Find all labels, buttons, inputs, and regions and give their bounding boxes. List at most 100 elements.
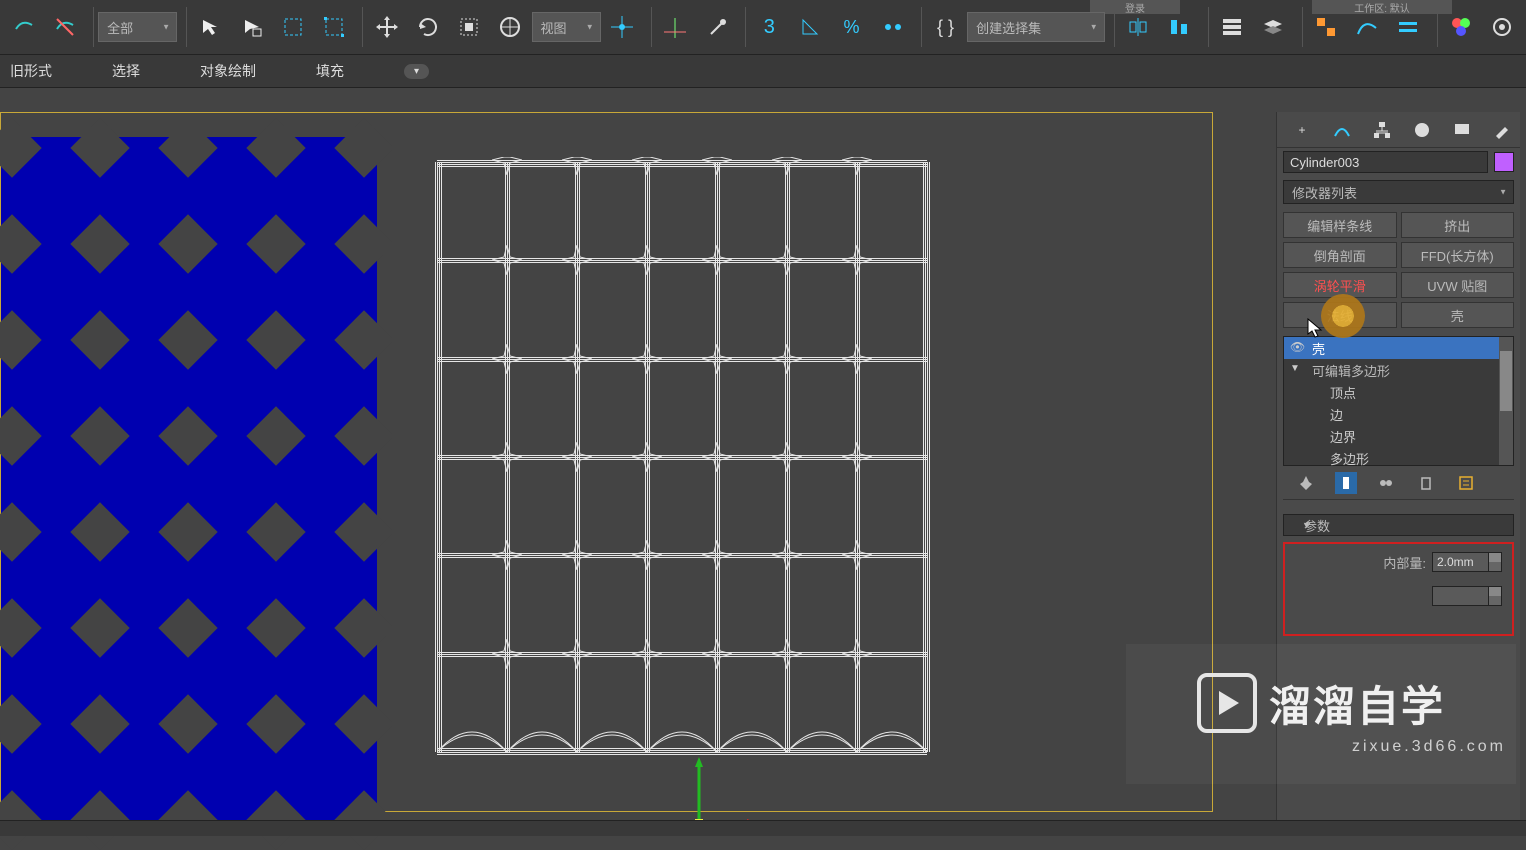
mod-btn-extrude[interactable]: 挤出	[1401, 212, 1515, 238]
ribbon-expand-icon[interactable]: ▾	[404, 64, 429, 79]
stack-sub-edge[interactable]: 边	[1284, 403, 1513, 425]
select-cursor-icon[interactable]	[191, 7, 230, 47]
motion-tab-icon[interactable]	[1411, 119, 1433, 141]
manipulate-icon[interactable]	[697, 7, 736, 47]
create-tab-icon[interactable]: +	[1291, 119, 1313, 141]
diamond-shape	[246, 502, 305, 561]
left-pattern	[1, 137, 377, 821]
placement-icon[interactable]	[490, 7, 529, 47]
param-spinner-2[interactable]	[1432, 586, 1502, 606]
stack-sub-vertex[interactable]: 顶点	[1284, 381, 1513, 403]
angle-snap-icon[interactable]	[791, 7, 830, 47]
mod-btn-bevel-profile[interactable]: 倒角剖面	[1283, 242, 1397, 268]
percent-snap-icon[interactable]: %	[832, 7, 871, 47]
param-inner-amount-value: 2.0mm	[1437, 555, 1474, 569]
configure-sets-icon[interactable]	[1455, 472, 1477, 494]
object-name-input[interactable]	[1283, 151, 1488, 173]
mod-btn-label: 倒角剖面	[1314, 246, 1366, 265]
modifier-stack[interactable]: 👁 壳 ▼ 可编辑多边形 顶点 边 边界 多边形	[1283, 336, 1514, 466]
scrollbar-thumb[interactable]	[1500, 351, 1512, 411]
diamond-shape	[158, 694, 217, 753]
mod-btn-uvwmap[interactable]: UVW 贴图	[1401, 272, 1515, 298]
wf-star-top	[842, 151, 872, 181]
unlink-icon[interactable]	[45, 7, 84, 47]
mod-btn-label: 涡轮平滑	[1314, 276, 1366, 295]
wf-arch	[647, 712, 717, 752]
render-setup-icon[interactable]	[1483, 7, 1522, 47]
ribbon-tab-1[interactable]: 旧形式	[10, 61, 52, 81]
hierarchy-tab-icon[interactable]	[1371, 119, 1393, 141]
wf-star	[492, 540, 522, 570]
separator	[357, 7, 363, 47]
layers2-icon[interactable]	[1254, 7, 1293, 47]
diamond-shape	[158, 214, 217, 273]
stack-item-edit-poly[interactable]: ▼ 可编辑多边形	[1284, 359, 1513, 381]
wf-arch	[507, 712, 577, 752]
filter-dropdown[interactable]: 全部	[98, 12, 177, 42]
diamond-shape	[158, 118, 217, 177]
wf-star	[702, 245, 732, 275]
mod-btn-shell[interactable]: 壳	[1401, 302, 1515, 328]
stack-sub-border[interactable]: 边界	[1284, 425, 1513, 447]
window-cross-icon[interactable]	[314, 7, 353, 47]
scale-icon[interactable]	[449, 7, 488, 47]
move-icon[interactable]	[367, 7, 406, 47]
make-unique-icon[interactable]	[1375, 472, 1397, 494]
snap-toggle-icon[interactable]: 3	[750, 7, 789, 47]
ribbon-tab-4[interactable]: 填充	[316, 61, 344, 81]
display-tab-icon[interactable]	[1451, 119, 1473, 141]
modify-tab-icon[interactable]	[1331, 119, 1353, 141]
workspace-label[interactable]: 工作区: 默认	[1312, 0, 1452, 14]
mod-btn-turbosmooth[interactable]: 涡轮平滑	[1283, 272, 1397, 298]
stack-sub-polygon[interactable]: 多边形	[1284, 447, 1513, 469]
utilities-tab-icon[interactable]	[1491, 119, 1513, 141]
coord-dropdown[interactable]: 视图	[532, 12, 601, 42]
wf-star	[562, 442, 592, 472]
param-inner-amount-spinner[interactable]: 2.0mm	[1432, 552, 1502, 572]
rotate-icon[interactable]	[408, 7, 447, 47]
pivot-icon[interactable]	[603, 7, 642, 47]
show-end-result-icon[interactable]	[1335, 472, 1357, 494]
modifier-list-dropdown[interactable]: 修改器列表	[1283, 180, 1514, 204]
diamond-shape	[246, 694, 305, 753]
spinner-snap-icon[interactable]	[873, 7, 912, 47]
viewport-frame[interactable]	[0, 112, 1213, 812]
wf-arch	[857, 712, 927, 752]
mod-btn-edit-spline[interactable]: 编辑样条线	[1283, 212, 1397, 238]
diamond-shape	[0, 502, 42, 561]
object-name-row	[1277, 148, 1520, 176]
wf-star-top	[702, 151, 732, 181]
collapse-arrow-icon[interactable]: ▼	[1290, 363, 1300, 374]
wf-star	[842, 442, 872, 472]
viewport-left[interactable]	[1, 137, 377, 821]
params-rollout-header[interactable]: ▼ 参数	[1283, 514, 1514, 536]
selset-dropdown[interactable]: 创建选择集	[967, 12, 1105, 42]
wf-star	[492, 245, 522, 275]
stack-scrollbar[interactable]	[1499, 337, 1513, 465]
ribbon-tab-3[interactable]: 对象绘制	[200, 61, 256, 81]
wf-col	[927, 162, 928, 752]
pin-icon[interactable]	[1295, 472, 1317, 494]
viewport-wireframe[interactable]	[437, 162, 927, 752]
remove-mod-icon[interactable]	[1415, 472, 1437, 494]
stack-item-shell[interactable]: 👁 壳	[1284, 337, 1513, 359]
mod-btn-ffd[interactable]: FFD(长方体)	[1401, 242, 1515, 268]
diamond-shape	[70, 214, 129, 273]
eye-icon[interactable]: 👁	[1290, 340, 1306, 356]
wf-star	[702, 344, 732, 374]
named-sel-icon[interactable]: { }	[926, 7, 965, 47]
mod-btn-label: 挤出	[1444, 216, 1470, 235]
ribbon-tab-2[interactable]: 选择	[112, 61, 140, 81]
layers-icon[interactable]	[1213, 7, 1252, 47]
wf-col	[435, 162, 436, 752]
select-name-icon[interactable]	[232, 7, 271, 47]
axis-icon[interactable]	[656, 7, 695, 47]
params-highlight-box: 内部量: 2.0mm	[1283, 542, 1514, 636]
mod-btn-normal[interactable]: 法线	[1283, 302, 1397, 328]
object-color-swatch[interactable]	[1494, 152, 1514, 172]
diamond-shape	[334, 118, 393, 177]
wf-arch	[577, 712, 647, 752]
diamond-shape	[0, 214, 42, 273]
link-icon[interactable]	[4, 7, 43, 47]
rect-select-icon[interactable]	[273, 7, 312, 47]
